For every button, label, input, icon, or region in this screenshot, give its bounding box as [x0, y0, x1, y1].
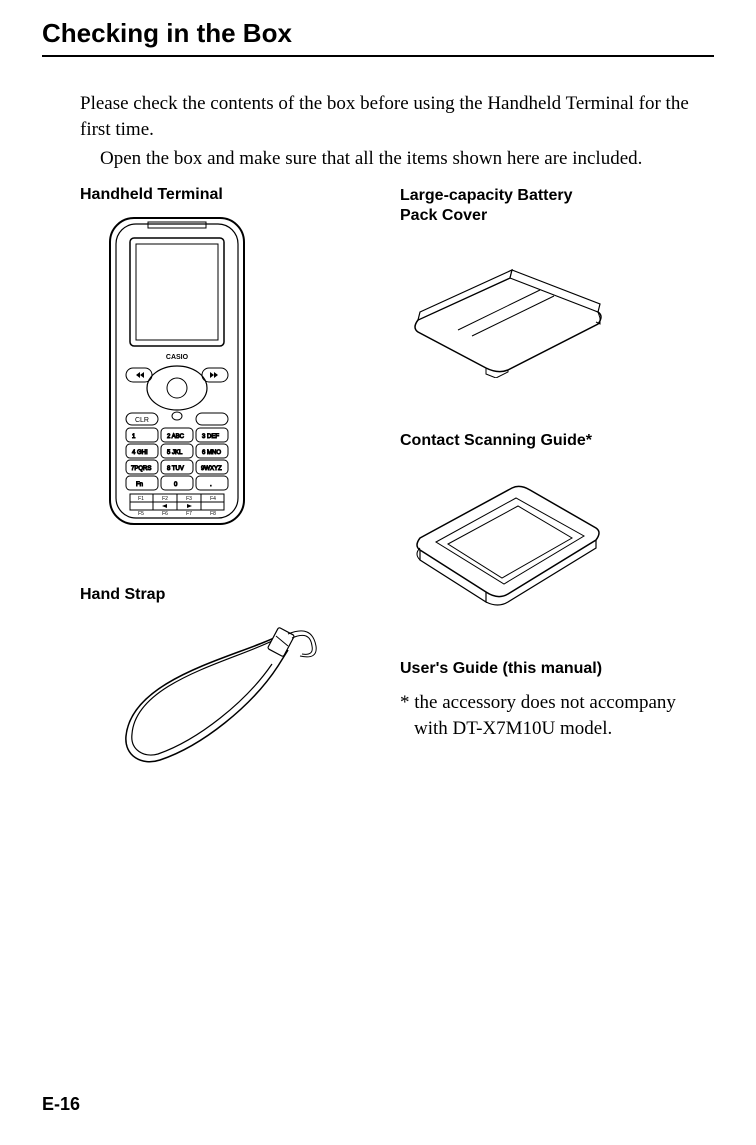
hand-strap-illustration — [102, 616, 322, 776]
hand-strap-label: Hand Strap — [80, 586, 400, 604]
svg-text:9WXYZ: 9WXYZ — [201, 466, 222, 472]
svg-text:1: 1 — [132, 434, 136, 440]
battery-pack-cover-label: Large-capacity Battery Pack Cover — [400, 186, 714, 226]
svg-text:CLR: CLR — [135, 417, 149, 424]
content-grid: Handheld Terminal CASIO CLR — [80, 186, 714, 776]
handheld-terminal-label: Handheld Terminal — [80, 186, 400, 204]
svg-text:F2: F2 — [162, 496, 168, 502]
svg-text:F1: F1 — [138, 496, 144, 502]
svg-text:.: . — [210, 482, 212, 488]
battery-pack-cover-illustration — [400, 248, 610, 378]
svg-text:F7: F7 — [186, 511, 192, 517]
page-title: Checking in the Box — [42, 18, 714, 57]
svg-text:4 GHI: 4 GHI — [132, 450, 148, 456]
svg-text:2 ABC: 2 ABC — [167, 434, 185, 440]
svg-text:0: 0 — [174, 482, 178, 488]
page-number: E-16 — [42, 1094, 80, 1115]
users-guide-label: User's Guide (this manual) — [400, 660, 714, 678]
handheld-terminal-illustration: CASIO CLR 1 2 ABC 3 DEF 4 GHI 5 JKL 6 MN… — [102, 216, 252, 526]
contact-scanning-guide-label: Contact Scanning Guide* — [400, 432, 714, 450]
svg-text:7PQRS: 7PQRS — [131, 466, 151, 472]
footnote-text: * the accessory does not accompany with … — [400, 690, 714, 741]
svg-text:Fn: Fn — [136, 482, 143, 488]
battery-label-line2: Pack Cover — [400, 207, 487, 224]
svg-text:F5: F5 — [138, 511, 144, 517]
intro-paragraph-1: Please check the contents of the box bef… — [80, 91, 714, 142]
svg-text:F6: F6 — [162, 511, 168, 517]
intro-paragraph-2: Open the box and make sure that all the … — [100, 146, 714, 172]
svg-text:8 TUV: 8 TUV — [167, 466, 184, 472]
svg-text:3 DEF: 3 DEF — [202, 434, 219, 440]
svg-text:F3: F3 — [186, 496, 192, 502]
contact-scanning-guide-illustration — [400, 462, 610, 612]
svg-text:F4: F4 — [210, 496, 216, 502]
left-column: Handheld Terminal CASIO CLR — [80, 186, 400, 776]
right-column: Large-capacity Battery Pack Cover Contac… — [400, 186, 714, 776]
svg-text:5 JKL: 5 JKL — [167, 450, 183, 456]
svg-text:CASIO: CASIO — [166, 354, 189, 361]
svg-text:F8: F8 — [210, 511, 216, 517]
battery-label-line1: Large-capacity Battery — [400, 187, 573, 204]
svg-text:6 MNO: 6 MNO — [202, 450, 221, 456]
